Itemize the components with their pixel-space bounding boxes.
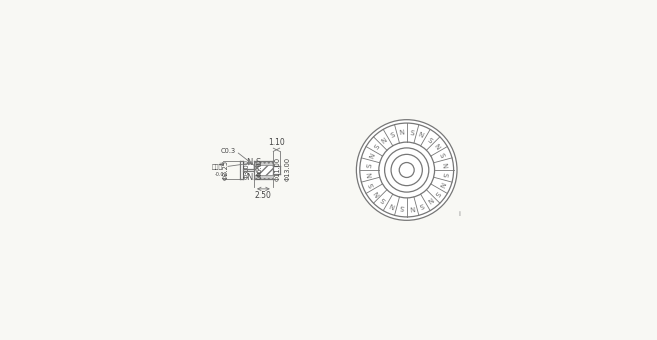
Bar (254, 161, 273, 165)
Text: N: N (369, 152, 376, 159)
Text: S: S (433, 189, 440, 196)
Polygon shape (254, 165, 258, 169)
Text: N: N (417, 132, 424, 139)
Text: S: S (380, 196, 388, 203)
Text: S: S (409, 130, 414, 136)
Text: N: N (389, 201, 396, 208)
Text: S: S (389, 132, 396, 139)
Text: Φ11.00: Φ11.00 (275, 157, 281, 181)
Circle shape (391, 154, 422, 186)
Text: S: S (255, 158, 260, 167)
Text: S: S (438, 153, 445, 159)
Circle shape (384, 148, 429, 192)
Bar (254, 175, 273, 180)
Text: N: N (440, 162, 447, 168)
Text: N: N (246, 173, 252, 182)
Text: N: N (409, 204, 415, 210)
Text: 1.10: 1.10 (268, 138, 285, 147)
Circle shape (379, 142, 434, 198)
Text: N: N (246, 158, 252, 167)
Circle shape (356, 120, 457, 220)
Text: N: N (380, 136, 388, 144)
Text: N: N (438, 181, 445, 188)
Text: S: S (418, 201, 424, 208)
Text: S: S (399, 204, 404, 210)
Bar (240, 161, 273, 180)
Text: S: S (426, 137, 433, 144)
Circle shape (360, 123, 453, 217)
Text: Φ2.25: Φ2.25 (222, 160, 228, 180)
Text: 2.50: 2.50 (255, 191, 272, 200)
Text: +0: +0 (217, 162, 224, 167)
Text: Φ6.0: Φ6.0 (257, 162, 263, 177)
Text: i: i (459, 211, 461, 217)
Text: N: N (426, 196, 434, 204)
Text: S: S (367, 163, 373, 168)
Text: N: N (399, 130, 405, 136)
Text: -0.02: -0.02 (214, 172, 227, 177)
Text: 强磁面: 强磁面 (212, 164, 223, 170)
Text: S: S (373, 144, 381, 151)
Text: N: N (367, 172, 373, 178)
Text: Φ3.00: Φ3.00 (244, 159, 250, 179)
Text: N: N (432, 143, 440, 151)
Text: N: N (373, 189, 381, 197)
Bar (254, 165, 273, 175)
Text: S: S (369, 181, 376, 187)
Text: C0.3: C0.3 (220, 148, 235, 154)
Text: S: S (441, 172, 447, 177)
Bar (273, 166, 281, 174)
Circle shape (399, 163, 414, 177)
Text: Φ13.00: Φ13.00 (284, 157, 290, 181)
Text: S: S (255, 173, 260, 182)
